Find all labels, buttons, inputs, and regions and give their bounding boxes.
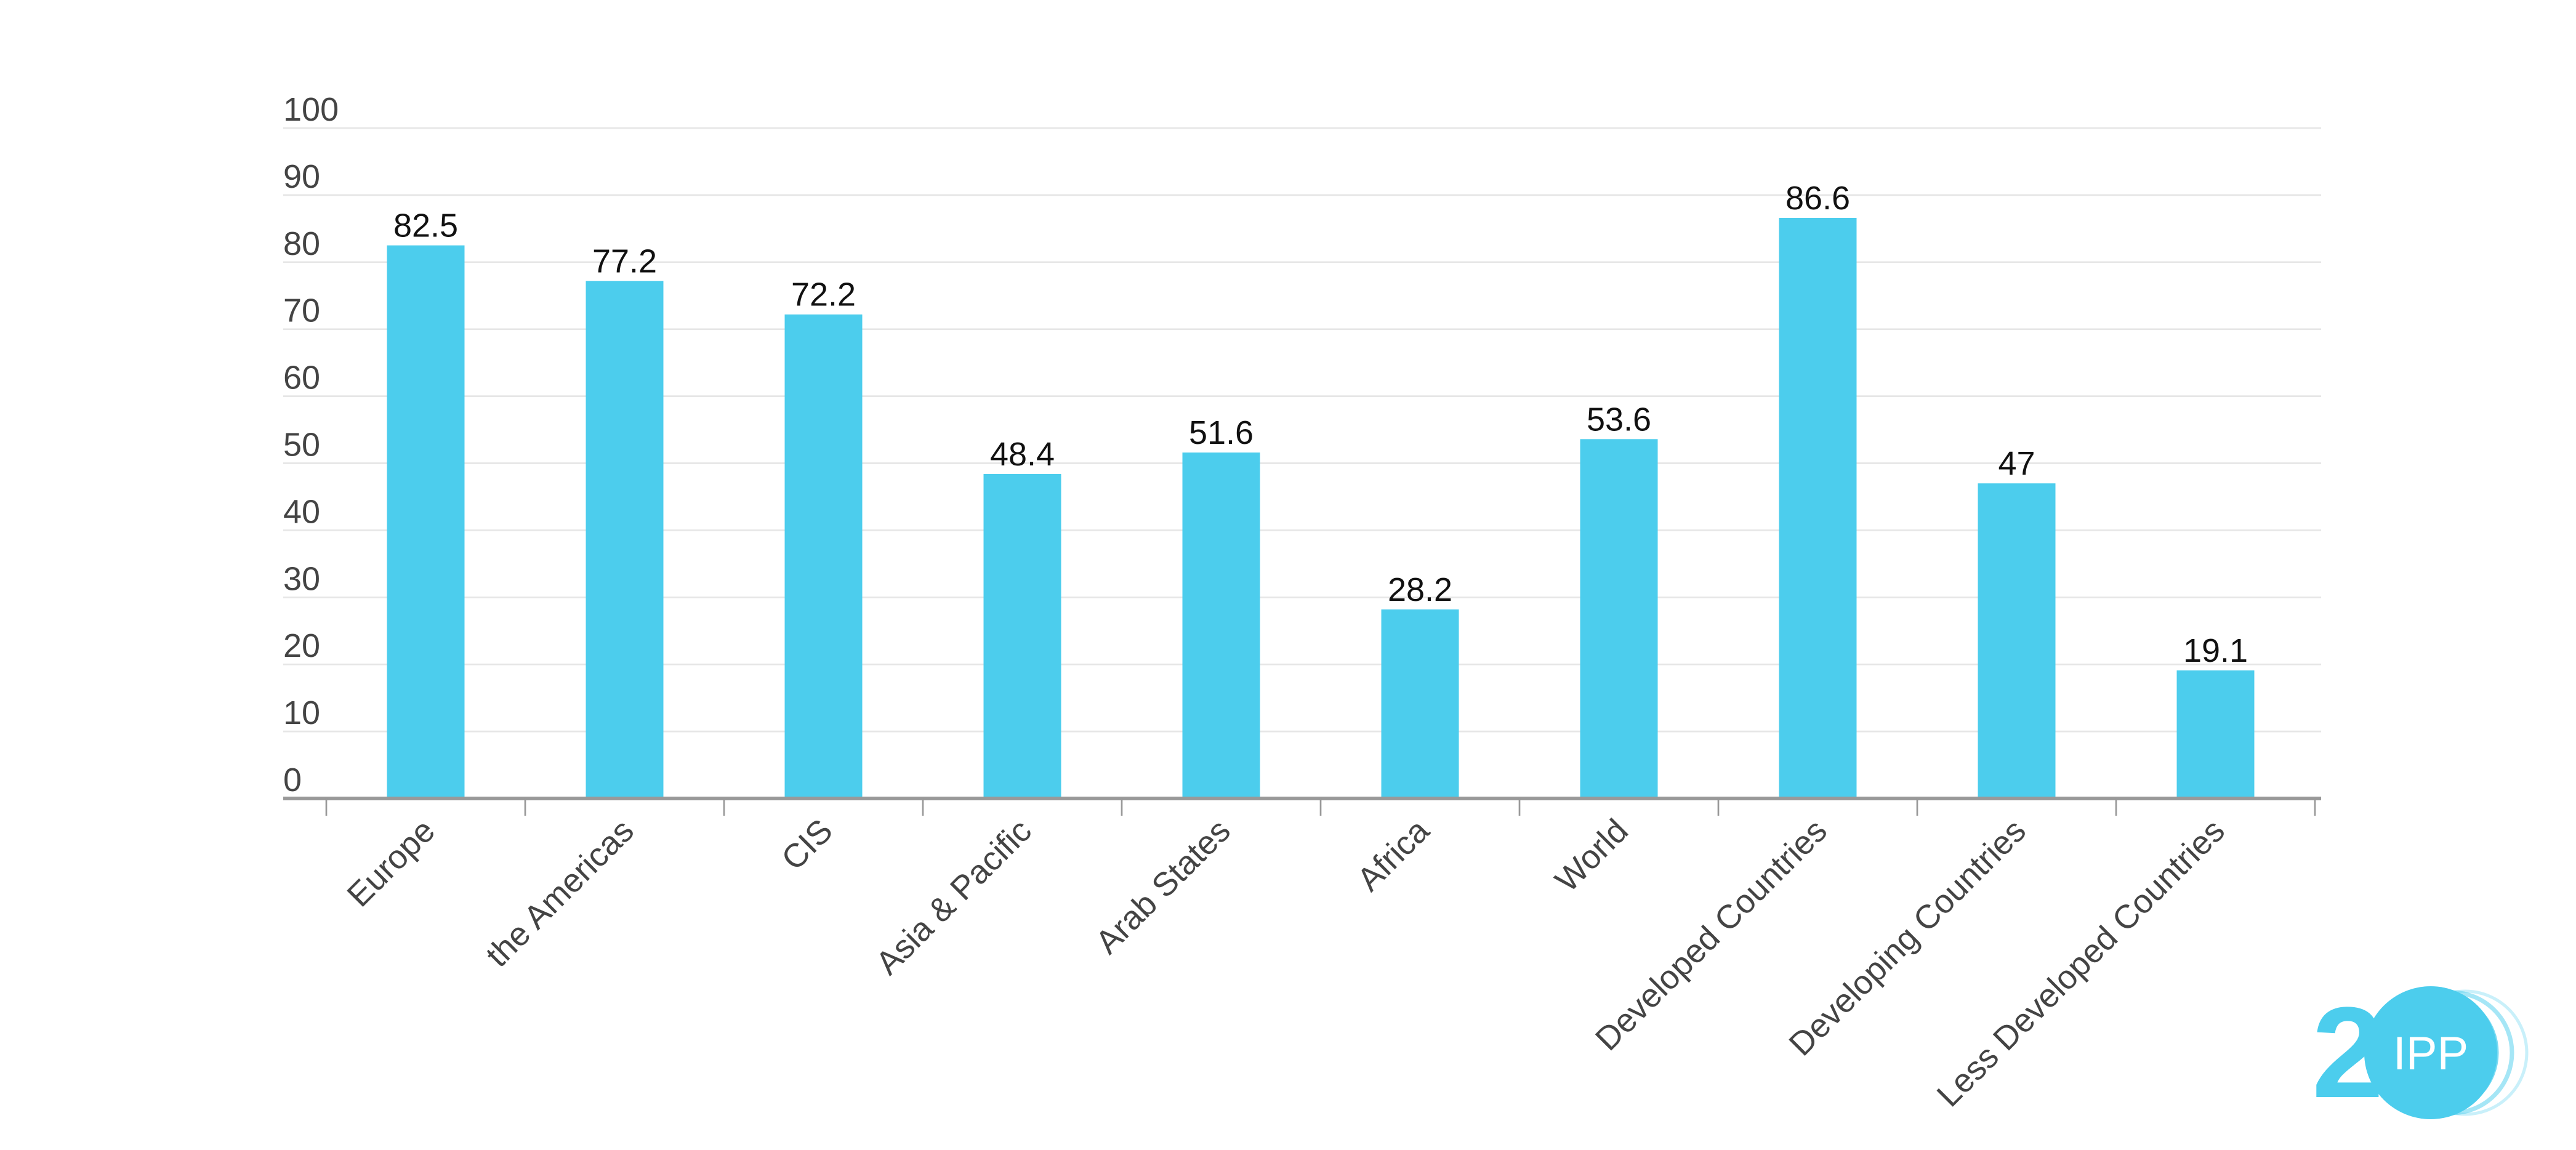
data-label: 51.6 xyxy=(1189,414,1254,451)
data-label: 53.6 xyxy=(1587,401,1651,438)
y-tick-label: 0 xyxy=(283,762,302,798)
data-label: 28.2 xyxy=(1388,571,1452,608)
x-tick-label: Europe xyxy=(340,812,442,914)
bar xyxy=(784,314,863,798)
bar xyxy=(1182,452,1260,798)
y-tick-label: 90 xyxy=(283,158,320,195)
x-tick-label: World xyxy=(1548,812,1635,899)
x-tick-label: Africa xyxy=(1350,811,1437,898)
chart-axes xyxy=(283,797,2321,816)
y-tick-label: 30 xyxy=(283,560,320,597)
x-tick-label: Asia & Pacific xyxy=(869,812,1039,982)
bar xyxy=(1779,217,1857,798)
x-tick-label: Arab States xyxy=(1089,812,1238,961)
bar xyxy=(1580,439,1658,798)
bar xyxy=(983,473,1061,798)
data-label: 47 xyxy=(1998,445,2035,482)
y-tick-label: 50 xyxy=(283,427,320,464)
data-label: 72.2 xyxy=(791,276,856,313)
data-label: 86.6 xyxy=(1785,180,1850,217)
y-tick-label: 10 xyxy=(283,694,320,731)
x-tick-label: CIS xyxy=(775,812,840,877)
data-label: 82.5 xyxy=(393,207,458,244)
y-tick-label: 80 xyxy=(283,225,320,262)
data-label: 19.1 xyxy=(2183,632,2248,669)
y-tick-label: 100 xyxy=(283,91,339,128)
data-label: 77.2 xyxy=(592,243,657,279)
chart-labels: 0 10 20 30 40 50 60 70 80 90 100 82.5 Europe 77.2 the … xyxy=(283,91,2248,1114)
y-tick-label: 60 xyxy=(283,360,320,396)
bar xyxy=(2176,670,2255,798)
bar xyxy=(1978,483,2056,798)
y-tick-label: 70 xyxy=(283,292,320,329)
bar xyxy=(387,245,465,798)
data-label: 48.4 xyxy=(990,436,1055,473)
bar xyxy=(1381,609,1459,798)
logo-inner-text: IPP xyxy=(2393,1027,2469,1080)
chart-bars xyxy=(387,217,2255,798)
y-tick-label: 40 xyxy=(283,493,320,530)
bar xyxy=(586,281,664,798)
x-tick-label: the Americas xyxy=(479,812,641,974)
y-tick-label: 20 xyxy=(283,627,320,664)
itu-20-logo-icon: 20 IPP xyxy=(2312,980,2529,1125)
logo-circle xyxy=(2364,986,2497,1119)
